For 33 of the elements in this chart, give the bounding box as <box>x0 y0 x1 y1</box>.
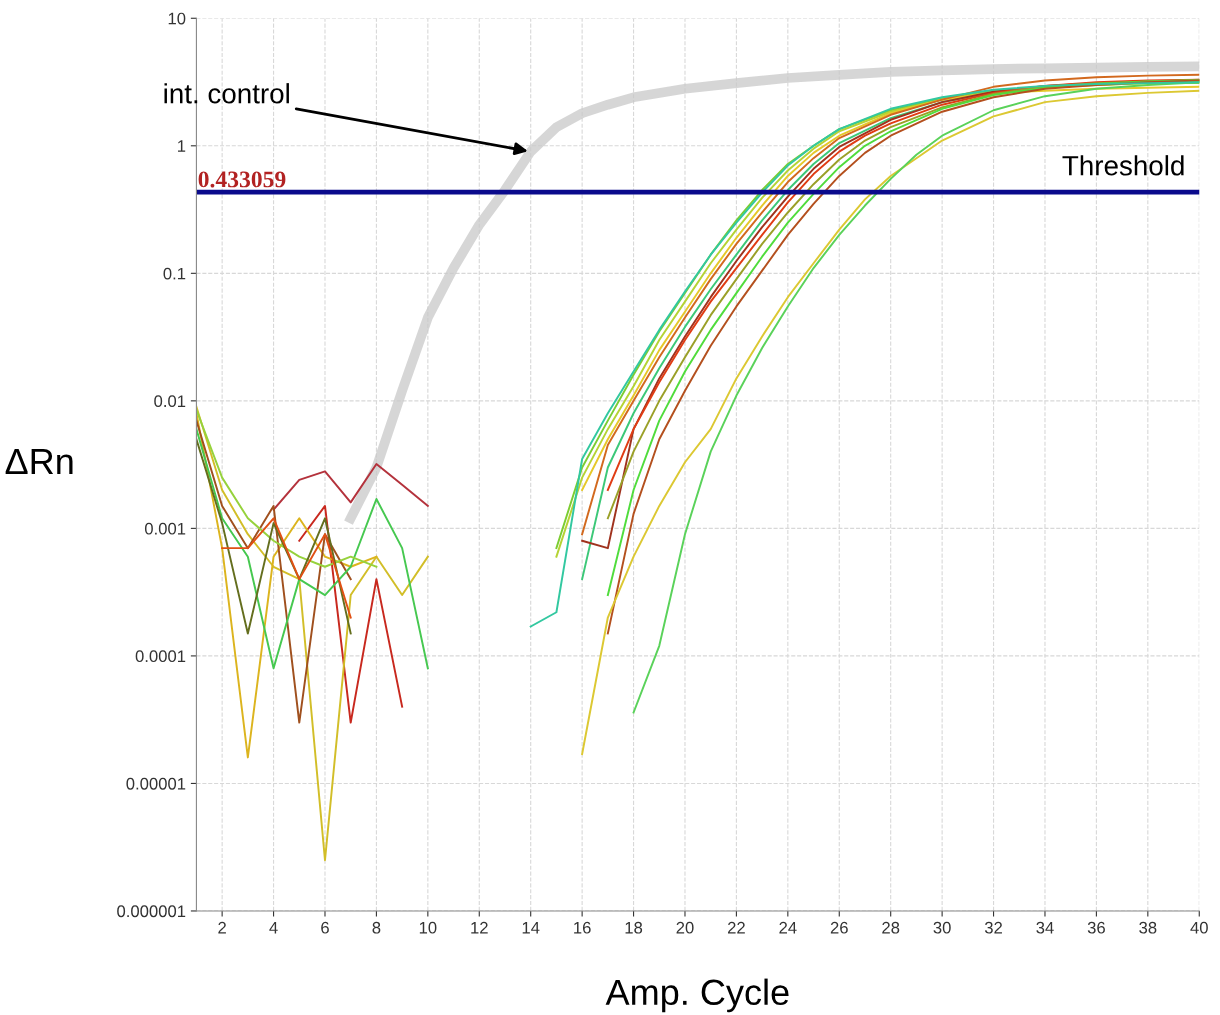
x-axis-title: Amp. Cycle <box>605 978 789 1013</box>
x-tick-label: 40 <box>1190 921 1208 934</box>
x-tick-label: 24 <box>779 921 797 934</box>
annotation: int. control <box>164 83 289 104</box>
x-tick-label: 32 <box>984 921 1002 934</box>
y-tick-label: 0.1 <box>163 267 186 280</box>
x-tick-label: 30 <box>933 921 951 934</box>
x-tick-label: 26 <box>830 921 848 934</box>
y-tick-label: 1 <box>178 140 186 152</box>
x-tick-label: 14 <box>522 921 540 934</box>
x-tick-label: 4 <box>269 921 278 934</box>
y-tick-label: 0.00001 <box>126 777 186 790</box>
x-tick-label: 38 <box>1139 921 1157 934</box>
x-tick-label: 12 <box>471 921 488 934</box>
x-tick-label: 28 <box>882 921 900 934</box>
x-tick-label: 22 <box>727 921 745 934</box>
y-tick-label: 0.001 <box>144 522 186 535</box>
y-axis-title: ΔRn <box>5 449 73 474</box>
x-tick-label: 34 <box>1036 921 1054 934</box>
y-tick-label: 0.0001 <box>135 650 186 663</box>
x-tick-label: 36 <box>1087 921 1105 934</box>
x-tick-label: 16 <box>574 921 591 934</box>
y-tick-label: 0.01 <box>154 395 186 408</box>
x-tick-label: 18 <box>625 921 643 934</box>
x-tick-label: 10 <box>419 921 437 934</box>
x-tick-label: 6 <box>321 921 329 934</box>
ref-line-label: 0.433059 <box>198 171 286 188</box>
y-tick-label: 10 <box>168 12 186 25</box>
y-tick-label: 0.000001 <box>117 905 186 918</box>
x-tick-label: 8 <box>372 921 381 934</box>
x-tick-label: 20 <box>676 921 694 934</box>
annotation: Threshold <box>1062 155 1184 176</box>
x-tick-label: 2 <box>218 921 226 934</box>
